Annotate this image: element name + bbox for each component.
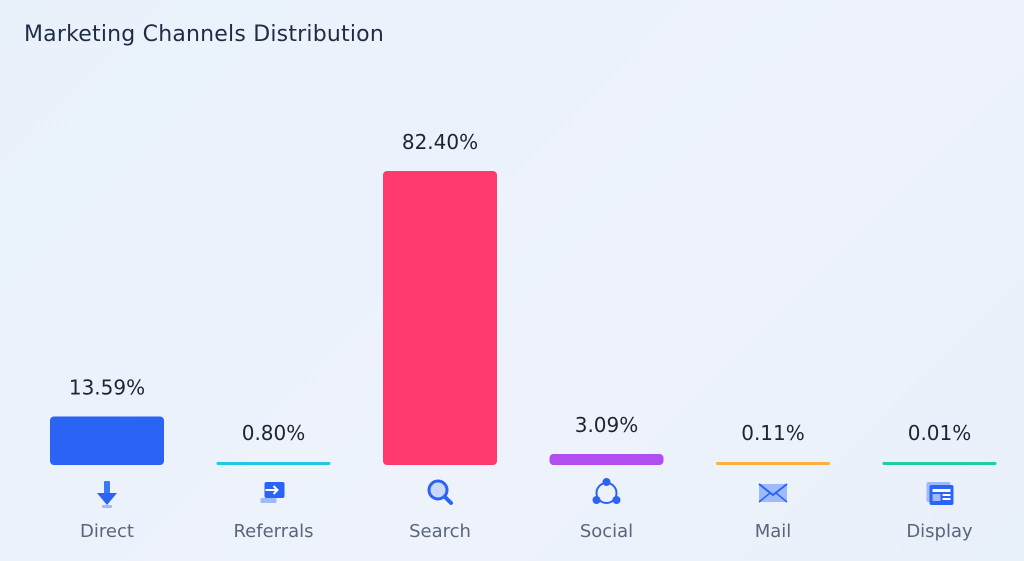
value-label-social: 3.09% (575, 413, 639, 437)
bar-search (383, 171, 497, 465)
bar-referrals (216, 462, 331, 465)
category-label-mail: Mail (755, 521, 792, 542)
value-label-display: 0.01% (908, 421, 972, 445)
display-icon (926, 482, 954, 505)
referrals-icon (260, 482, 285, 503)
bars-layer (50, 171, 997, 465)
bar-social (549, 453, 664, 465)
category-labels-layer: Direct Referrals Search Social Mail Display (80, 521, 973, 542)
search-icon (427, 479, 453, 505)
mail-icon (758, 483, 788, 503)
direct-icon (97, 481, 117, 508)
value-label-referrals: 0.80% (242, 421, 306, 445)
value-label-search: 82.40% (402, 130, 478, 154)
category-label-search: Search (409, 521, 471, 542)
value-label-direct: 13.59% (69, 376, 145, 400)
icons-layer (97, 478, 954, 508)
value-label-mail: 0.11% (741, 421, 805, 445)
bar-direct (50, 416, 164, 465)
category-label-referrals: Referrals (233, 521, 313, 542)
category-label-direct: Direct (80, 521, 134, 542)
social-icon (592, 478, 621, 504)
chart-title: Marketing Channels Distribution (24, 22, 384, 47)
category-label-display: Display (906, 521, 973, 542)
bar-mail (716, 462, 830, 465)
bar-display (882, 462, 997, 465)
value-labels-layer: 13.59% 0.80% 82.40% 3.09% 0.11% 0.01% (69, 130, 971, 445)
category-label-social: Social (580, 521, 633, 542)
